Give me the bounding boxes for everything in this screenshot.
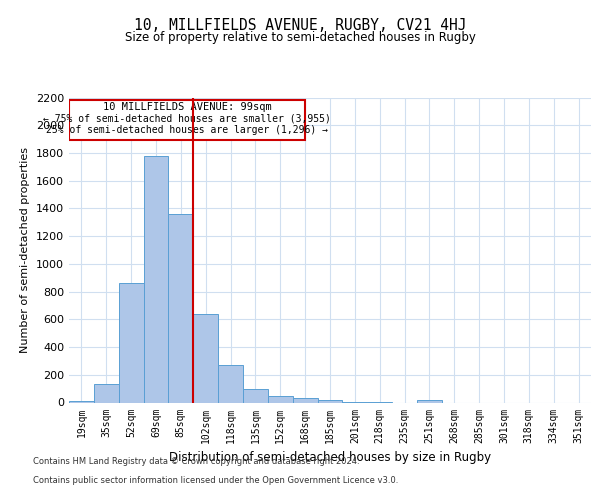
Bar bbox=[193, 314, 218, 402]
Text: ← 75% of semi-detached houses are smaller (3,955): ← 75% of semi-detached houses are smalle… bbox=[43, 114, 331, 124]
Text: 10 MILLFIELDS AVENUE: 99sqm: 10 MILLFIELDS AVENUE: 99sqm bbox=[103, 102, 271, 112]
Bar bbox=[317, 400, 343, 402]
Y-axis label: Number of semi-detached properties: Number of semi-detached properties bbox=[20, 147, 31, 353]
Text: 10, MILLFIELDS AVENUE, RUGBY, CV21 4HJ: 10, MILLFIELDS AVENUE, RUGBY, CV21 4HJ bbox=[134, 18, 466, 32]
Bar bbox=[94, 384, 119, 402]
Bar bbox=[293, 398, 317, 402]
Bar bbox=[417, 400, 442, 402]
Text: Size of property relative to semi-detached houses in Rugby: Size of property relative to semi-detach… bbox=[125, 31, 475, 44]
X-axis label: Distribution of semi-detached houses by size in Rugby: Distribution of semi-detached houses by … bbox=[169, 451, 491, 464]
Bar bbox=[243, 388, 268, 402]
Bar bbox=[169, 214, 193, 402]
FancyBboxPatch shape bbox=[69, 100, 305, 140]
Text: 25% of semi-detached houses are larger (1,296) →: 25% of semi-detached houses are larger (… bbox=[46, 125, 328, 135]
Bar bbox=[218, 365, 243, 403]
Bar bbox=[143, 156, 169, 402]
Bar bbox=[69, 401, 94, 402]
Bar bbox=[268, 396, 293, 402]
Text: Contains public sector information licensed under the Open Government Licence v3: Contains public sector information licen… bbox=[33, 476, 398, 485]
Text: Contains HM Land Registry data © Crown copyright and database right 2024.: Contains HM Land Registry data © Crown c… bbox=[33, 458, 359, 466]
Bar bbox=[119, 284, 143, 403]
